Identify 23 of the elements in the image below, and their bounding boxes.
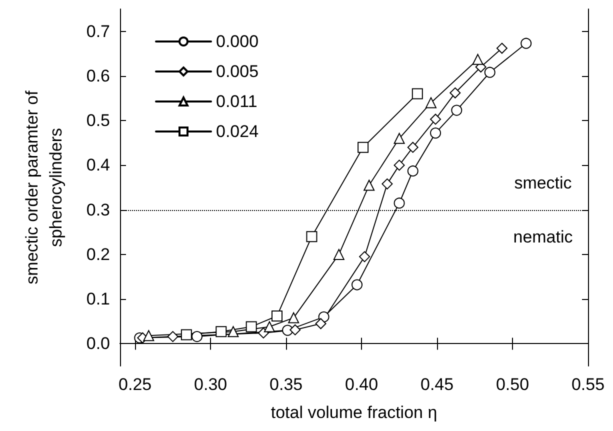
x-tick-label: 0.50 [496,375,530,394]
legend-label: 0.005 [216,62,259,81]
x-tick-label: 0.40 [345,375,378,394]
legend-label: 0.011 [216,92,258,111]
annotation: smectic [514,174,572,192]
y-tick-label: 0.1 [86,290,110,309]
y-tick-label: 0.4 [86,156,110,175]
y-axis-title: smectic order paramter of spherocylinders [22,90,66,284]
legend-label: 0.024 [216,122,259,141]
y-tick-label: 0.3 [86,200,110,220]
annotation: nematic [513,228,574,246]
x-axis-title: total volume fraction η [270,403,438,422]
x-tick-label: 0.35 [270,375,303,394]
y-tick-label: 0.5 [86,111,110,130]
y-tick-label: 0.2 [86,244,110,264]
legend-label: 0.000 [216,32,259,51]
y-tick-label: 0.0 [86,334,110,354]
x-tick-label: 0.25 [118,375,152,394]
y-tick-label: 0.7 [86,22,110,41]
x-tick-label: 0.55 [571,375,605,394]
y-tick-label: 0.6 [86,66,110,86]
x-tick-label: 0.30 [194,375,228,394]
x-tick-label: 0.45 [420,375,454,394]
